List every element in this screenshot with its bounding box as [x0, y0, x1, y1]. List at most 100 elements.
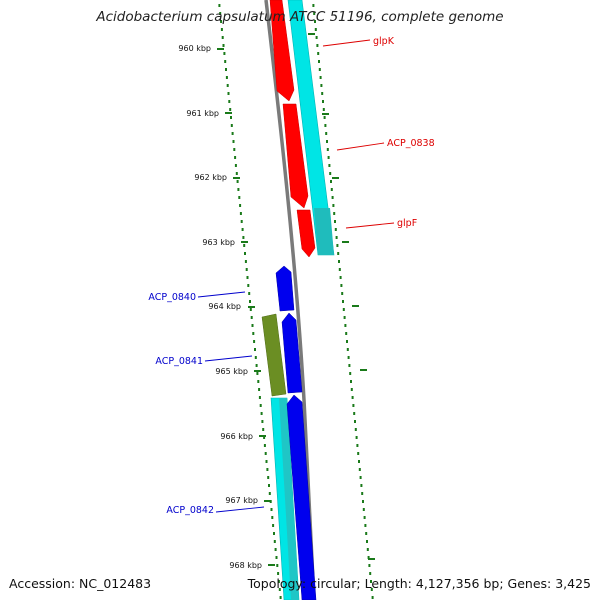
track-dot	[232, 140, 235, 143]
kbp-tick	[268, 564, 275, 566]
track-dot	[254, 348, 256, 351]
track-dot	[270, 508, 273, 511]
track-dot	[224, 60, 227, 63]
track-dot	[320, 84, 323, 87]
track-dot	[348, 364, 351, 367]
track-dot	[334, 220, 336, 223]
track-dot	[370, 580, 372, 583]
kbp-label-963: 963 kbp	[202, 238, 235, 247]
kbp-tick	[352, 305, 359, 307]
track-dot	[338, 260, 340, 263]
gene-arrow-ACP_0838	[282, 103, 309, 209]
track-dot	[255, 364, 258, 367]
track-dot	[241, 228, 244, 231]
track-dot	[275, 556, 278, 559]
kbp-label-962: 962 kbp	[194, 173, 227, 182]
gene-label-glpF[interactable]: glpF	[397, 218, 417, 229]
track-dot	[342, 300, 344, 303]
track-dot	[326, 148, 329, 151]
gene-arrow-olive	[261, 313, 287, 397]
track-dot	[333, 212, 336, 215]
track-dot	[338, 268, 341, 271]
kbp-label-964: 964 kbp	[208, 302, 241, 311]
track-dot	[245, 268, 248, 271]
gene-label-ACP_0842[interactable]: ACP_0842	[166, 505, 214, 516]
kbp-tick	[217, 48, 224, 50]
track-dot	[342, 308, 345, 311]
track-dot	[225, 76, 228, 79]
track-dot	[242, 236, 245, 239]
track-dot	[248, 292, 251, 295]
track-dot	[330, 188, 333, 191]
track-dot	[357, 452, 360, 455]
track-dot	[277, 580, 280, 583]
track-dot	[359, 476, 362, 479]
gene-label-ACP_0838[interactable]: ACP_0838	[387, 138, 435, 149]
track-dot	[225, 68, 227, 71]
track-dot	[346, 340, 348, 343]
gene-label-ACP_0841[interactable]: ACP_0841	[155, 356, 203, 367]
kbp-tick	[342, 241, 349, 243]
track-dot	[251, 324, 254, 327]
track-dot	[278, 588, 281, 591]
track-dot	[352, 404, 355, 407]
kbp-tick	[368, 558, 375, 560]
track-dot	[330, 180, 332, 183]
track-dot	[319, 76, 322, 79]
kbp-label-968: 968 kbp	[229, 561, 262, 570]
gene-label-ACP_0840[interactable]: ACP_0840	[148, 292, 196, 303]
track-dot	[329, 172, 332, 175]
kbp-tick	[254, 370, 261, 372]
track-dot	[238, 196, 241, 199]
track-dot	[345, 332, 348, 335]
track-dot	[258, 388, 261, 391]
track-dot	[250, 316, 253, 319]
track-dot	[240, 220, 243, 223]
kbp-tick	[248, 306, 255, 308]
gene-label-glpK[interactable]: glpK	[373, 36, 395, 47]
track-dot	[236, 180, 239, 183]
kbp-tick	[225, 112, 232, 114]
track-dot	[325, 132, 328, 135]
track-dot	[244, 260, 247, 263]
track-dot	[349, 372, 352, 375]
kbp-tick	[264, 500, 271, 502]
track-dot	[268, 492, 271, 495]
cyan-feature-band-bottom-shade	[279, 398, 299, 600]
track-dot	[237, 188, 240, 191]
track-dot	[226, 84, 229, 87]
track-dot	[317, 52, 320, 55]
track-dot	[222, 44, 225, 47]
track-dot	[314, 28, 317, 31]
gene-arrow-glpK	[269, 0, 295, 102]
track-dot	[247, 284, 250, 287]
leader-line-ACP_0842	[215, 506, 265, 513]
track-dot	[367, 556, 370, 559]
track-dot	[276, 564, 279, 567]
kbp-tick	[259, 435, 266, 437]
track-dot	[363, 516, 366, 519]
track-dot	[362, 500, 364, 503]
track-dot	[335, 236, 338, 239]
track-dot	[252, 332, 255, 335]
track-dot	[219, 12, 222, 15]
track-dot	[268, 484, 270, 487]
track-dot	[339, 276, 342, 279]
track-dot	[243, 244, 246, 247]
track-dot	[272, 524, 275, 527]
track-dot	[322, 100, 324, 103]
track-dot	[313, 12, 316, 15]
track-dot	[260, 412, 263, 415]
track-dot	[234, 156, 237, 159]
track-dot	[267, 476, 270, 479]
track-dot	[331, 196, 334, 199]
track-dot	[334, 228, 337, 231]
kbp-tick	[241, 241, 248, 243]
track-dot	[234, 164, 237, 167]
track-dot	[337, 252, 340, 255]
leader-line-glpK	[322, 39, 371, 47]
gene-arrow-ACP_0842	[286, 394, 317, 600]
kbp-tick	[233, 177, 240, 179]
